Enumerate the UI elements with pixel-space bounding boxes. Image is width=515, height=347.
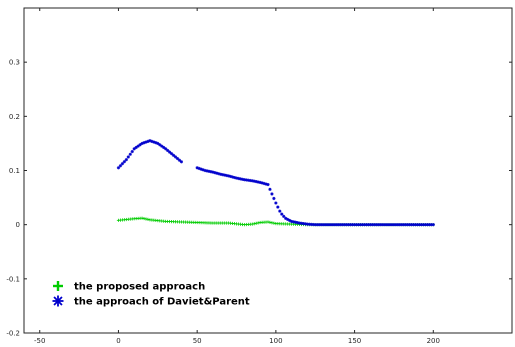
- data-point: [118, 164, 123, 168]
- data-point: [175, 156, 180, 161]
- data-point: [134, 145, 138, 150]
- y-tick-label: -0.1: [6, 275, 20, 283]
- x-tick-label: 50: [193, 337, 202, 345]
- legend: the proposed approach the approach of Dav…: [52, 281, 250, 308]
- data-point: [256, 221, 260, 225]
- data-point: [124, 158, 128, 162]
- data-point: [280, 212, 284, 216]
- data-point: [266, 182, 270, 187]
- data-point: [270, 192, 274, 196]
- data-point: [268, 220, 272, 224]
- data-point: [146, 217, 150, 221]
- data-point: [130, 149, 134, 154]
- y-tick-label: 0: [16, 221, 20, 229]
- series-layer: [116, 139, 435, 227]
- data-point: [140, 216, 144, 220]
- data-point: [254, 180, 258, 184]
- data-point: [116, 166, 121, 170]
- data-point: [254, 221, 258, 225]
- data-point: [250, 222, 254, 226]
- x-tick-label: -50: [34, 337, 45, 345]
- data-point: [179, 160, 184, 164]
- legend-label: the approach of Daviet&Parent: [74, 297, 250, 308]
- x-tick-label: 200: [427, 337, 440, 345]
- data-point: [276, 205, 280, 209]
- data-point: [132, 147, 136, 151]
- data-point: [122, 160, 126, 164]
- data-point: [272, 196, 276, 201]
- plot-area: [23, 7, 513, 334]
- data-point: [278, 209, 282, 213]
- data-point: [120, 162, 124, 166]
- data-point: [128, 152, 132, 156]
- y-tick-label: 0.2: [9, 113, 20, 121]
- data-point: [126, 155, 130, 159]
- x-tick-label: 100: [269, 337, 282, 345]
- legend-marker-plus: [53, 281, 63, 291]
- data-point: [272, 221, 276, 225]
- data-point: [431, 223, 435, 227]
- data-point: [274, 201, 278, 205]
- y-axis: -0.2 -0.1 0 0.1 0.2 0.3: [6, 59, 512, 338]
- x-tick-label: 0: [116, 337, 120, 345]
- y-tick-label: 0.3: [9, 59, 20, 67]
- y-tick-label: 0.1: [9, 167, 20, 175]
- x-axis: -50 0 50 100 150 200: [34, 8, 440, 345]
- series-daviet-parent: [116, 139, 435, 227]
- data-point: [282, 214, 286, 218]
- data-point: [252, 222, 256, 226]
- legend-marker-star: [52, 295, 64, 307]
- x-tick-label: 150: [348, 337, 361, 345]
- legend-label: the proposed approach: [74, 282, 205, 293]
- data-point: [268, 187, 272, 191]
- data-point: [266, 220, 270, 224]
- data-point: [142, 216, 146, 221]
- data-point: [173, 155, 178, 159]
- data-point: [270, 221, 274, 225]
- y-tick-label: -0.2: [6, 330, 20, 338]
- data-point: [144, 217, 148, 221]
